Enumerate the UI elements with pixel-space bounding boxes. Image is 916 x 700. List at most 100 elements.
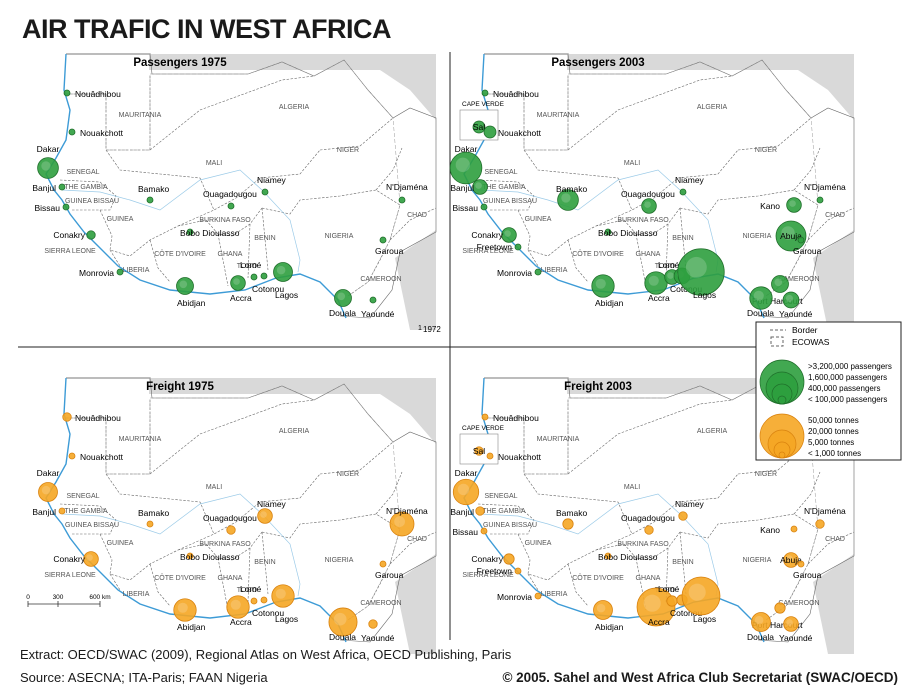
city-marker: Nouakchott [68, 452, 124, 462]
city-marker: Banjul [450, 179, 488, 195]
country-label: LIBERIA [541, 267, 568, 274]
city-label: Kano [760, 201, 780, 211]
city-circle [771, 275, 789, 293]
city-marker: Monrovia [497, 592, 542, 602]
city-marker: Freetown [477, 242, 522, 252]
city-marker: Ouagadougou [621, 513, 675, 535]
inset-label: CAPE VERDE [462, 425, 505, 432]
city-label: Cotonou [670, 608, 702, 618]
city-marker: Freetown [477, 566, 522, 576]
country-label: CÔTE D'IVOIRE [154, 573, 206, 582]
city-marker: Nouakchott [68, 128, 124, 138]
panel-title: Freight 2003 [564, 381, 632, 393]
country-label: ALGERIA [697, 428, 728, 435]
country-label: GUINEA [107, 540, 134, 547]
country-label: MAURITANIA [537, 112, 580, 119]
city-circle [257, 508, 273, 524]
city-label: Bissau [452, 203, 478, 213]
city-label: Accra [230, 293, 252, 303]
city-circle [250, 597, 258, 605]
city-label: Monrovia [497, 268, 532, 278]
city-circle [749, 286, 773, 310]
city-circle [636, 587, 676, 627]
city-label: Niamey [675, 499, 705, 509]
scale-label: 600 km [89, 594, 110, 601]
city-label: Bissau [452, 527, 478, 537]
country-label: MALI [624, 160, 640, 167]
city-marker: Nouâdhibou [62, 412, 121, 423]
country-label: BENIN [254, 559, 275, 566]
scale-label: 0 [26, 594, 30, 601]
city-marker: Abidjan [593, 600, 624, 632]
city-label: Niamey [675, 175, 705, 185]
city-circle [37, 157, 59, 179]
country-label: THE GAMBIA [482, 508, 526, 515]
city-label: Bamako [138, 508, 169, 518]
city-marker: Lagos [273, 262, 298, 300]
city-circle [782, 291, 800, 309]
city-label: Conakry [471, 230, 503, 240]
city-label: Lomé [240, 260, 262, 270]
city-circle [475, 506, 485, 516]
country-label: MALI [624, 484, 640, 491]
country-label: THE GAMBIA [64, 508, 108, 515]
city-label: Bobo Dioulasso [598, 228, 658, 238]
city-label: Banjul [450, 183, 474, 193]
city-circle [230, 275, 246, 291]
city-circle [186, 552, 194, 560]
country-label: THE GAMBIA [482, 184, 526, 191]
city-label: Douala [329, 308, 356, 318]
city-circle [369, 296, 377, 304]
city-label: Nouakchott [80, 452, 124, 462]
city-marker: Accra [644, 271, 670, 303]
city-label: Nouakchott [498, 452, 542, 462]
city-marker: Bissau [452, 527, 488, 537]
city-label: N'Djaména [804, 506, 846, 516]
city-marker: Cotonou [252, 596, 284, 618]
city-label: Yaoundé [361, 633, 395, 643]
city-marker: Lagos [681, 576, 721, 624]
city-marker: Port Harcourt [752, 602, 803, 630]
city-circle [389, 511, 415, 537]
city-marker: Banjul [32, 183, 66, 193]
city-circle [398, 196, 406, 204]
city-circle [783, 552, 799, 568]
city-marker: Bamako [138, 184, 169, 204]
city-circle [790, 525, 798, 533]
city-marker: Port Harcourt [752, 275, 803, 306]
city-label: Conakry [53, 554, 85, 564]
city-circle [68, 128, 76, 136]
scale-bar: 0 300 600 km [26, 594, 111, 607]
country-label: NIGERIA [325, 233, 354, 240]
city-label: Freetown [477, 242, 513, 252]
page-title: AIR TRAFIC IN WEST AFRICA [22, 14, 391, 44]
city-marker: Nouâdhibou [481, 89, 539, 99]
city-marker: Conakry [471, 227, 517, 243]
city-circle [334, 289, 352, 307]
city-label: Banjul [32, 507, 56, 517]
country-label: GUINEA [107, 216, 134, 223]
city-label: Conakry [471, 554, 503, 564]
legend-ecowas-label: ECOWAS [792, 337, 830, 347]
city-circle [783, 616, 799, 632]
city-circle [483, 125, 497, 139]
city-marker: Douala [747, 286, 774, 318]
city-label: Yaoundé [779, 309, 813, 319]
city-circle [472, 179, 488, 195]
city-label: Cotonou [252, 608, 284, 618]
city-label: Lagos [275, 290, 298, 300]
city-circle [501, 227, 517, 243]
city-label: Dakar [455, 144, 478, 154]
country-label: GHANA [218, 575, 243, 582]
country-label: THE GAMBIA [64, 184, 108, 191]
city-marker: Nouâdhibou [481, 413, 539, 423]
city-marker: Monrovia [497, 268, 542, 278]
city-label: Nouakchott [498, 128, 542, 138]
city-circle [786, 197, 802, 213]
city-circle [227, 202, 235, 210]
city-circle [146, 520, 154, 528]
city-marker: Nouâdhibou [63, 89, 121, 99]
city-circle [666, 595, 678, 607]
city-circle [260, 596, 268, 604]
country-label: GUINEA BISSAU [483, 522, 537, 529]
